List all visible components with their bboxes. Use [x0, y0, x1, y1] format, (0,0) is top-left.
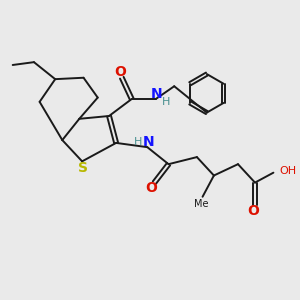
Text: S: S	[78, 160, 88, 175]
Text: N: N	[142, 135, 154, 149]
Text: O: O	[145, 181, 157, 195]
Text: Me: Me	[194, 199, 208, 209]
Text: O: O	[248, 205, 260, 218]
Text: H: H	[161, 98, 170, 107]
Text: H: H	[134, 137, 142, 147]
Text: OH: OH	[280, 166, 297, 176]
Text: N: N	[151, 87, 162, 101]
Text: O: O	[114, 65, 126, 79]
